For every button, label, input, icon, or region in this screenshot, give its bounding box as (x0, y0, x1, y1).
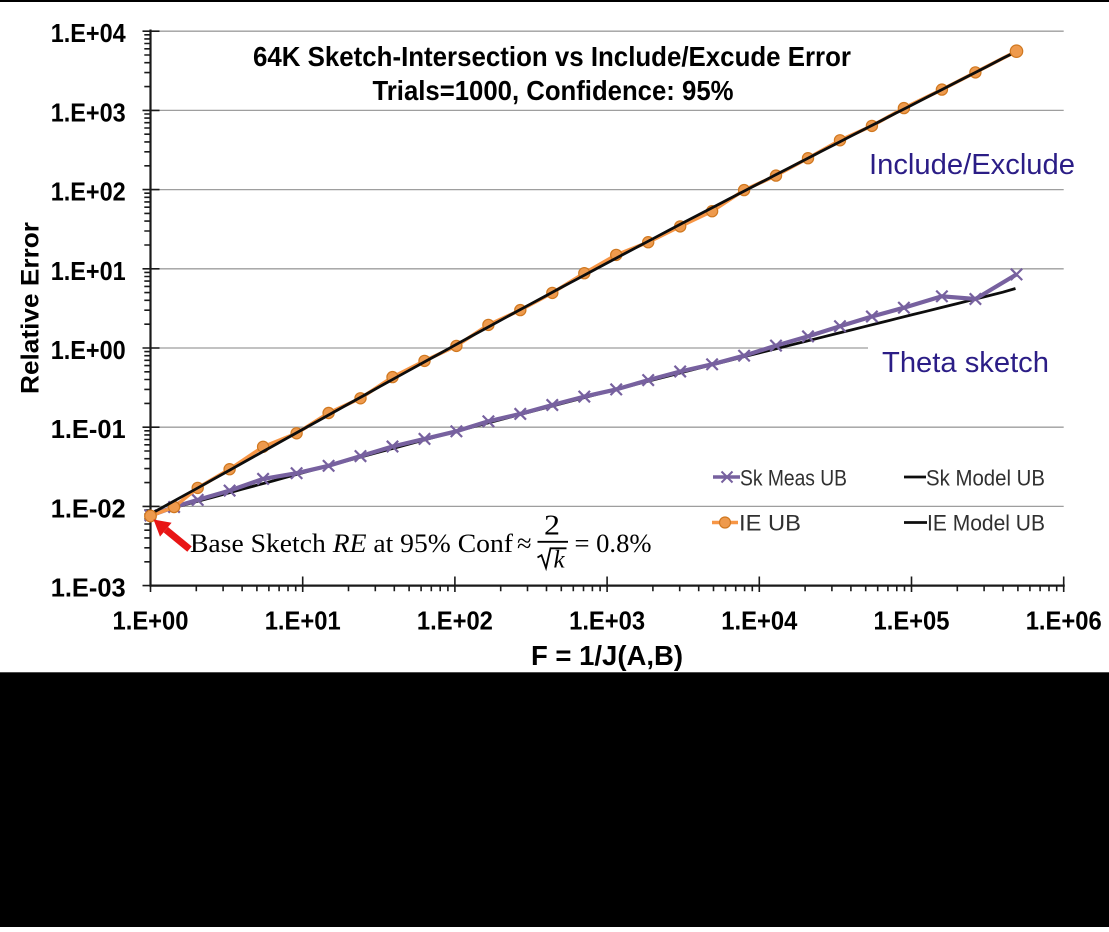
svg-text:1.E-01: 1.E-01 (51, 416, 126, 444)
svg-text:Relative Error: Relative Error (17, 222, 45, 394)
svg-text:Sk Model UB: Sk Model UB (926, 466, 1045, 491)
svg-text:F = 1/J(A,B): F = 1/J(A,B) (531, 640, 683, 671)
svg-text:1.E+01: 1.E+01 (265, 608, 341, 636)
svg-text:1.E+02: 1.E+02 (51, 179, 126, 207)
svg-text:1.E+03: 1.E+03 (569, 608, 645, 636)
svg-text:IE UB: IE UB (739, 511, 801, 536)
svg-text:64K Sketch-Intersection vs Inc: 64K Sketch-Intersection vs Include/Excud… (253, 41, 851, 72)
svg-text:1.E+04: 1.E+04 (51, 20, 127, 48)
svg-text:k: k (554, 547, 566, 574)
svg-text:1.E+05: 1.E+05 (874, 608, 950, 636)
svg-text:Trials=1000, Confidence: 95%: Trials=1000, Confidence: 95% (373, 75, 734, 106)
svg-text:≈: ≈ (517, 528, 532, 558)
svg-text:1.E+00: 1.E+00 (51, 337, 126, 365)
svg-text:1.E+00: 1.E+00 (113, 608, 189, 636)
svg-text:1.E+01: 1.E+01 (51, 258, 126, 286)
svg-text:1.E+02: 1.E+02 (417, 608, 493, 636)
svg-text:1.E-03: 1.E-03 (51, 575, 126, 603)
svg-text:2: 2 (544, 511, 560, 542)
svg-text:IE Model UB: IE Model UB (927, 511, 1045, 536)
svg-text:= 0.8%: = 0.8% (575, 528, 652, 558)
svg-text:1.E-02: 1.E-02 (51, 495, 126, 523)
svg-text:Theta sketch: Theta sketch (882, 347, 1049, 379)
svg-text:1.E+03: 1.E+03 (51, 99, 126, 127)
svg-text:Base Sketch RE at 95% Conf: Base Sketch RE at 95% Conf (190, 528, 513, 558)
svg-text:1.E+04: 1.E+04 (721, 608, 798, 636)
svg-text:Include/Exclude: Include/Exclude (869, 149, 1075, 181)
svg-text:1.E+06: 1.E+06 (1026, 608, 1102, 636)
svg-text:Sk Meas UB: Sk Meas UB (740, 466, 847, 491)
